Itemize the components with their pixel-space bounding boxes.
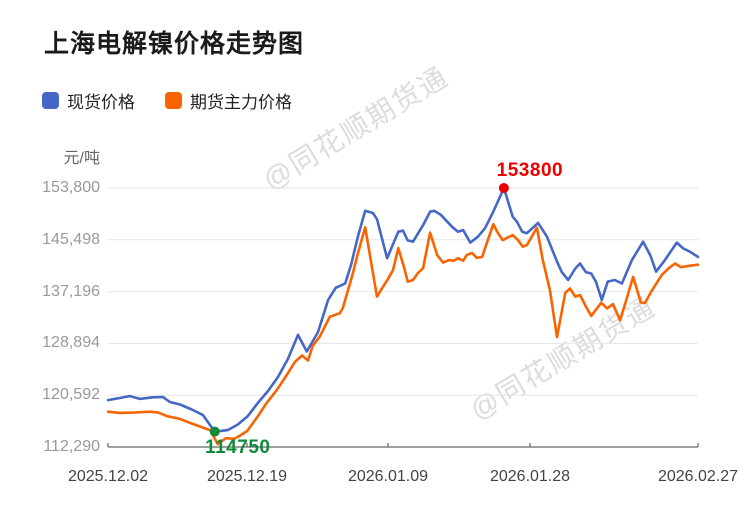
min-price-annotation-dot: [209, 426, 220, 437]
y-axis-tick-label: 145,498: [42, 230, 100, 248]
spot-price-legend-label: 现货价格: [67, 93, 135, 112]
max-price-annotation-label: 153800: [496, 160, 564, 181]
max-price-annotation-dot: [498, 183, 509, 193]
futures-price-legend-label: 期货主力价格: [190, 93, 292, 112]
x-axis-tick-label: 2026.01.09: [347, 468, 429, 485]
x-axis-tick-label: 2025.12.02: [67, 468, 149, 485]
legend: 现货价格 期货主力价格: [42, 88, 292, 113]
futures-price-line: [106, 222, 700, 446]
futures-price-legend-swatch: [165, 92, 182, 109]
y-axis-unit-label: 元/吨: [63, 150, 100, 167]
x-axis-tick-label: 2026.01.28: [489, 468, 571, 485]
y-axis-tick-label: 120,592: [42, 386, 100, 404]
legend-item-futures-price[interactable]: 期货主力价格: [165, 88, 292, 113]
x-axis-tick-label: 2026.02.27: [657, 468, 739, 485]
y-axis-tick-label: 137,196: [42, 282, 100, 300]
x-axis-tick-label: 2025.12.19: [206, 468, 288, 485]
spot-price-line: [106, 186, 700, 434]
y-axis-tick-label: 153,800: [42, 179, 100, 196]
spot-price-legend-swatch: [42, 92, 59, 109]
page-title: 上海电解镍价格走势图: [44, 30, 305, 58]
min-price-annotation-label: 114750: [205, 436, 271, 458]
y-axis-tick-label: 128,894: [42, 334, 100, 352]
y-axis-tick-label: 112,290: [43, 438, 100, 455]
legend-item-spot-price[interactable]: 现货价格: [42, 88, 135, 113]
